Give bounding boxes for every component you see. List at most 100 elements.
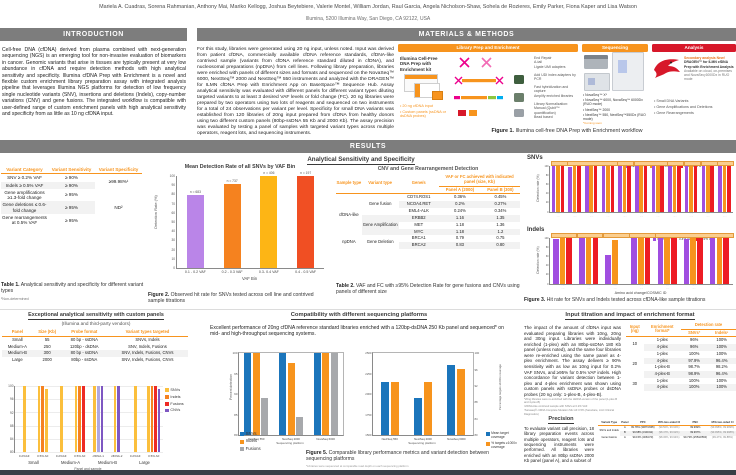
precision-table-cell: 99.73% (2553/2560) — [683, 436, 708, 440]
caption-label: Table 2. — [336, 283, 355, 289]
bar — [668, 166, 672, 212]
precision-table-cell: (98.36%, 99.94%) — [658, 436, 680, 440]
heading-text: Precision — [548, 416, 574, 424]
x-tick-label: cfDNA-1 — [92, 453, 104, 458]
x-tick-label: NextSeq 2000 — [282, 436, 300, 441]
table2-cell: MET — [414, 221, 424, 227]
table2-cell: Panel B (300) — [480, 186, 520, 195]
legend-item: SNVs — [240, 431, 300, 437]
bar — [639, 166, 643, 212]
legend-label: CNVs — [170, 408, 181, 413]
table2-cell: 0.45% — [494, 194, 507, 200]
kit-reagent-box — [432, 91, 443, 100]
gene-label-strip — [683, 160, 701, 167]
affiliation-line: Illumina, 5200 Illumina Way, San Diego, … — [305, 16, 431, 22]
bar — [726, 166, 731, 212]
table-row: NCOA4.RET 0.2% 0.27% — [336, 201, 520, 209]
panels-table-cell: SNV, Indels, Fusions, CNVs — [121, 350, 174, 356]
fluorometer-icon — [514, 109, 524, 117]
bar — [693, 166, 698, 212]
axis-tick: 50 — [171, 220, 175, 224]
axis-tick: 40 — [171, 229, 175, 234]
axis-tick: 1500 — [365, 433, 372, 438]
table-row: Gene rearrangements at 0.5% VAF ≥ 95% — [1, 214, 142, 227]
precision-table-cell: PNC — [681, 420, 709, 427]
x-tick-label: ····· ····· — [639, 213, 644, 218]
legend-label: 0.5% VAF — [700, 236, 715, 241]
x-tick-label: ····· ····· — [623, 213, 627, 218]
x-tick-label: ····· ····· — [706, 213, 710, 218]
list-item: • Small DNA Variants — [654, 99, 689, 103]
input-table-cell: 98.9% — [688, 370, 700, 376]
bar — [313, 353, 321, 435]
input-table-cell: 100% — [688, 384, 700, 390]
table1-cell: ≥ 90% — [65, 182, 78, 188]
caption-text: Illumina cell-free DNA Prep with Enrichm… — [513, 128, 643, 134]
gene-label-strip — [550, 160, 568, 167]
input-table-cell: 96% — [690, 344, 699, 350]
table1-cell: Variant Category — [1, 166, 48, 175]
panels-table-cell: 80 bp - ssDNA — [70, 350, 98, 356]
bar — [93, 386, 96, 452]
bar-value-label: n = 406 — [263, 170, 275, 175]
input-table-cell: 4-plex — [656, 344, 668, 350]
bar — [414, 398, 422, 435]
table2-cell: 1.36 — [496, 221, 505, 227]
adapter-end — [495, 76, 504, 85]
axis-tick: 0 — [547, 210, 549, 214]
panels-table-cell: 80bp - ssDNA — [71, 357, 98, 363]
legend-item: Indels — [240, 438, 300, 444]
list-item: • NextSeq™ 550, NextSeq™550Dx (RUO mode) — [583, 112, 646, 121]
table2-cell: 1.2 — [497, 228, 504, 234]
table2-cell: 0.24% — [453, 208, 466, 214]
axis-tick: 60 — [545, 254, 549, 258]
axis-tick: 10 — [171, 256, 175, 261]
x-tick-label: ····· ····· — [561, 285, 565, 290]
workflow-step: Ligate UMI adapters — [534, 64, 566, 69]
table1-cell: ND² — [114, 205, 123, 211]
axis-tick: 2500 — [365, 351, 372, 356]
input-table-cell: Enrichment format* — [643, 322, 681, 338]
footer-bar — [0, 470, 736, 475]
footnote: ²cfDNA-like contrived sample with SNVs a… — [524, 405, 588, 409]
bar — [709, 238, 716, 284]
sequencer-icon — [584, 55, 608, 69]
bar — [37, 386, 41, 452]
caption-label: Figure 5. — [306, 450, 328, 456]
axis-tick: 92 — [474, 384, 478, 388]
table1-cell: ≥99.98%¹ — [108, 178, 129, 184]
x-tick-label: NovaSeq 6000 — [316, 436, 335, 441]
precision-table-cell: Variant Type — [598, 420, 621, 427]
input-table-cell: 1-plex — [656, 350, 668, 356]
axis-tick: 100 — [474, 351, 480, 356]
bar — [113, 386, 117, 452]
snvs-y-axis-label: Detection rate (%) — [536, 174, 540, 202]
table-row: 4-plex-B 98.9% 96.4% — [626, 370, 736, 378]
input-table-cell: 98.2% — [715, 364, 728, 370]
precision-table-cell: Gene fusions — [601, 436, 617, 440]
x-tick-label: ····· ····· — [639, 285, 644, 290]
panels-table-cell: Large — [12, 357, 23, 363]
input-table-cell: 100% — [688, 350, 700, 356]
hyb-oven-icon — [514, 93, 524, 102]
workflow-step: A-tail — [534, 60, 542, 65]
x-group-label: Small — [28, 459, 39, 465]
input-table-cell: 100% — [716, 377, 727, 383]
figure5b-plot: 1500 1750 2000 2250 2500 80 84 88 92 96 100 NextSeq… — [365, 351, 479, 440]
workflow-step-group: End Repair A-tail Ligate UMI adapters — [534, 56, 578, 69]
legend-item: Fusions — [165, 402, 197, 406]
table2-cell: 1.35 — [496, 214, 505, 220]
bar — [638, 238, 644, 284]
workflow-step-group: Add UDI index adapters by PCR — [534, 73, 578, 82]
precision-body: To evaluate variant call precision, 18 l… — [524, 426, 594, 463]
bar — [252, 353, 260, 435]
bar — [610, 166, 615, 212]
input-table-cell: 100% — [716, 384, 727, 390]
table-row: SNVs² Indels³ — [626, 329, 736, 338]
panels-table-cell: Size (Kb) — [32, 329, 62, 337]
panels-table-cell: Variant types targeted — [106, 329, 188, 337]
caption-text: VAF and FC with ≥95% Detection Rate for … — [336, 283, 520, 296]
bar — [589, 166, 594, 212]
input-table-cell: 98.7% — [688, 364, 700, 370]
bar — [585, 238, 592, 284]
